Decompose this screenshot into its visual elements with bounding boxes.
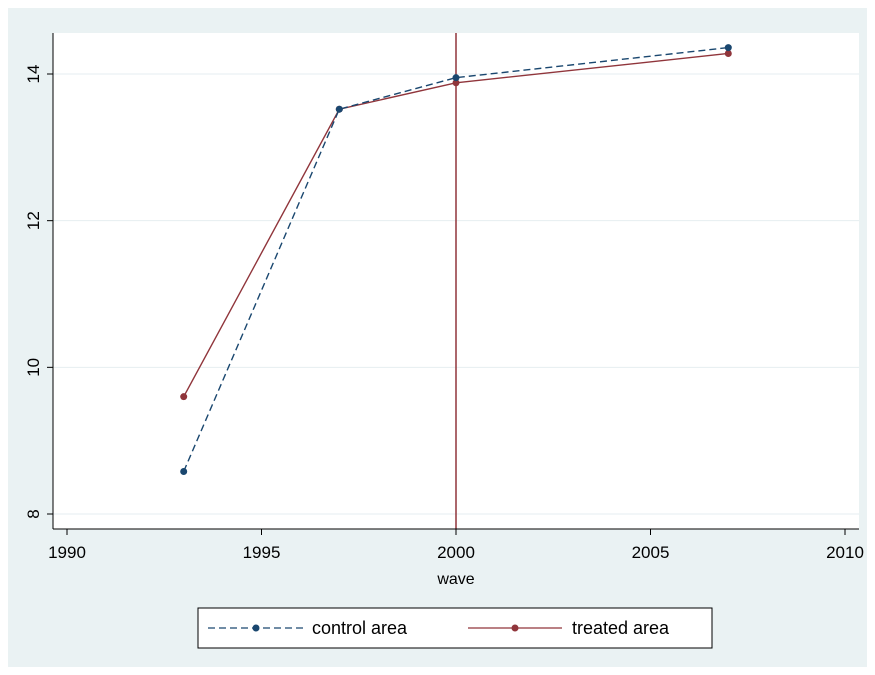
y-tick-label-12: 12 bbox=[24, 211, 43, 230]
x-tick-label-2005: 2005 bbox=[632, 543, 670, 562]
x-axis-title: wave bbox=[436, 571, 474, 588]
legend-label-control-area: control area bbox=[312, 618, 408, 638]
x-tick-label-1995: 1995 bbox=[243, 543, 281, 562]
x-tick-label-2010: 2010 bbox=[826, 543, 864, 562]
point-control-area-1993 bbox=[180, 467, 188, 475]
x-tick-label-2000: 2000 bbox=[437, 543, 475, 562]
point-treated-area-2000 bbox=[452, 79, 460, 87]
legend-marker-control-area bbox=[252, 624, 260, 632]
legend-label-treated-area: treated area bbox=[572, 618, 670, 638]
series-line-treated-area bbox=[183, 52, 729, 397]
legend-box bbox=[197, 607, 713, 649]
point-treated-area-1993 bbox=[180, 393, 188, 401]
series-line-control-area bbox=[183, 46, 729, 472]
point-treated-area-2007 bbox=[724, 49, 732, 57]
legend: control area treated area bbox=[197, 607, 713, 649]
point-control-area-1997 bbox=[335, 105, 343, 113]
point-control-area-2000 bbox=[452, 74, 460, 82]
x-tick-label-1990: 1990 bbox=[48, 543, 86, 562]
series-layer bbox=[180, 44, 732, 475]
y-tick-label-10: 10 bbox=[24, 358, 43, 377]
point-control-area-2007 bbox=[724, 44, 732, 52]
legend-marker-treated-area bbox=[511, 624, 519, 632]
y-ticks: 8 10 12 14 bbox=[24, 65, 53, 519]
x-ticks: 1990 1995 2000 2005 2010 bbox=[48, 529, 864, 562]
y-tick-label-8: 8 bbox=[24, 509, 43, 518]
y-tick-label-14: 14 bbox=[24, 65, 43, 84]
